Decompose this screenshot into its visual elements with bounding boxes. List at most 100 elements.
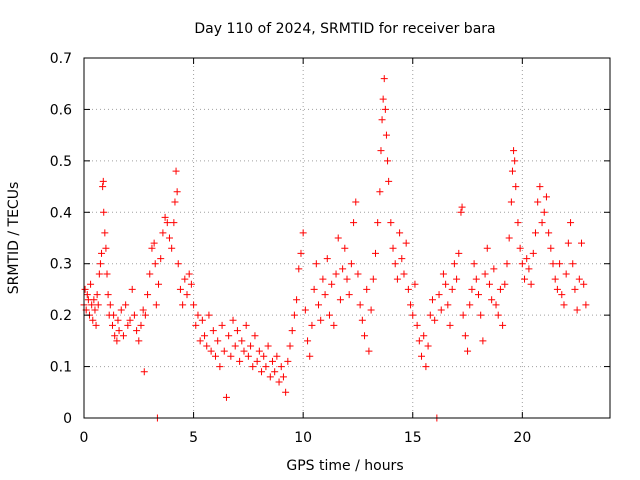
data-point xyxy=(352,198,360,206)
data-point xyxy=(168,244,176,252)
data-point xyxy=(505,234,513,242)
data-point xyxy=(262,363,270,371)
data-point xyxy=(330,321,338,329)
data-point xyxy=(531,229,539,237)
data-point xyxy=(381,105,389,113)
x-tick-label: 20 xyxy=(513,430,531,446)
data-point xyxy=(258,368,266,376)
data-point xyxy=(100,208,108,216)
data-point xyxy=(343,275,351,283)
data-point xyxy=(101,229,109,237)
data-point xyxy=(284,357,292,365)
y-tick-label: 0.4 xyxy=(50,205,72,221)
data-point xyxy=(376,188,384,196)
data-point xyxy=(387,219,395,227)
data-point xyxy=(542,193,550,201)
data-point xyxy=(288,327,296,335)
data-point xyxy=(439,270,447,278)
data-point xyxy=(413,321,421,329)
data-point xyxy=(310,285,318,293)
data-point xyxy=(273,352,281,360)
data-point xyxy=(466,301,474,309)
data-point xyxy=(106,301,114,309)
data-point xyxy=(547,244,555,252)
data-point xyxy=(510,147,518,155)
data-point xyxy=(115,327,123,335)
data-point xyxy=(321,291,329,299)
data-point xyxy=(521,275,529,283)
data-point xyxy=(516,244,524,252)
data-point xyxy=(212,352,219,360)
data-point xyxy=(94,301,102,309)
data-point xyxy=(328,280,336,288)
data-point xyxy=(545,229,553,237)
data-point xyxy=(398,255,406,263)
data-point xyxy=(179,301,187,309)
data-point xyxy=(90,296,98,304)
data-point xyxy=(336,296,344,304)
data-point xyxy=(523,255,531,263)
data-point xyxy=(483,244,491,252)
data-point xyxy=(481,270,489,278)
data-point xyxy=(137,321,145,329)
data-point xyxy=(389,244,397,252)
data-point xyxy=(514,219,522,227)
data-point xyxy=(98,249,106,257)
data-point xyxy=(144,291,152,299)
data-point xyxy=(367,306,375,314)
data-point xyxy=(295,265,303,273)
data-point xyxy=(490,265,498,273)
data-point xyxy=(99,183,107,191)
data-point xyxy=(540,208,548,216)
data-point xyxy=(209,327,217,335)
data-point xyxy=(299,229,307,237)
data-point xyxy=(384,157,392,165)
data-point xyxy=(260,352,268,360)
data-point xyxy=(503,260,511,268)
data-point xyxy=(580,280,588,288)
data-point xyxy=(151,260,159,268)
data-point xyxy=(207,347,215,355)
data-point xyxy=(229,316,237,324)
data-point xyxy=(354,270,362,278)
data-point xyxy=(578,239,586,247)
data-point xyxy=(301,306,309,314)
data-point xyxy=(356,301,364,309)
data-point xyxy=(415,337,423,345)
data-point xyxy=(450,260,458,268)
data-point xyxy=(312,260,320,268)
data-point xyxy=(218,321,226,329)
data-point xyxy=(315,301,323,309)
data-point xyxy=(385,177,393,185)
data-point xyxy=(422,363,430,371)
data-point xyxy=(457,208,465,216)
data-point xyxy=(379,95,387,103)
data-point xyxy=(529,249,537,257)
data-point xyxy=(361,332,369,340)
data-point xyxy=(551,275,559,283)
data-point xyxy=(293,296,301,304)
x-tick-label: 5 xyxy=(189,430,198,446)
data-point xyxy=(562,270,570,278)
data-point xyxy=(358,316,366,324)
data-point xyxy=(141,311,149,319)
data-point xyxy=(183,291,191,299)
data-point xyxy=(187,280,195,288)
data-point xyxy=(277,363,285,371)
data-point xyxy=(196,337,204,345)
data-point xyxy=(569,260,577,268)
data-point xyxy=(117,306,125,314)
data-point xyxy=(499,321,507,329)
data-point xyxy=(400,270,408,278)
data-point xyxy=(556,260,564,268)
data-point xyxy=(374,219,382,227)
data-point xyxy=(501,280,509,288)
data-point xyxy=(536,183,544,191)
data-point xyxy=(435,291,443,299)
data-point xyxy=(222,393,230,401)
data-point xyxy=(365,347,373,355)
data-point xyxy=(396,229,404,237)
data-point xyxy=(334,234,342,242)
data-point xyxy=(297,249,305,257)
